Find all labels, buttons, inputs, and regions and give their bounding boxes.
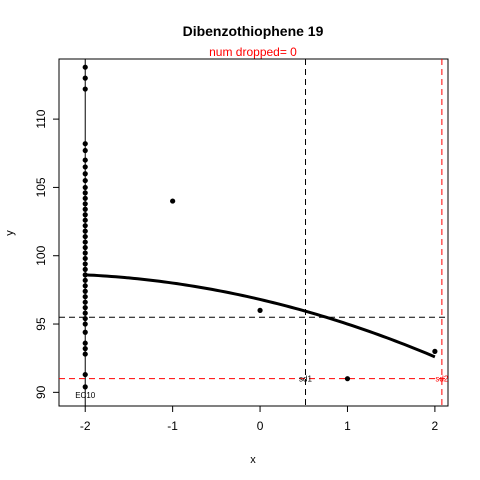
- y-tick-label: 105: [34, 177, 48, 197]
- y-tick-label: 90: [34, 385, 48, 399]
- data-point: [82, 171, 88, 177]
- chart-title: Dibenzothiophene 19: [183, 23, 324, 39]
- data-point: [82, 329, 88, 335]
- data-point: [82, 294, 88, 300]
- data-point: [82, 305, 88, 311]
- data-point: [82, 272, 88, 278]
- data-point: [82, 184, 88, 191]
- x-tick-label: 2: [432, 419, 439, 433]
- data-point: [82, 299, 88, 305]
- x-tick-label: -2: [80, 419, 91, 433]
- data-point: [82, 147, 88, 154]
- data-point: [82, 239, 88, 245]
- data-point: [82, 201, 88, 207]
- data-point: [82, 64, 88, 70]
- data-point: [82, 371, 88, 378]
- x-axis-label: x: [250, 454, 256, 466]
- data-point: [82, 217, 88, 223]
- data-point: [82, 288, 88, 294]
- data-point: [82, 195, 88, 201]
- data-point: [82, 86, 88, 92]
- y-tick-label: 95: [34, 317, 48, 331]
- y-tick-label: 100: [34, 245, 48, 265]
- x-tick-label: -1: [167, 419, 178, 433]
- ref-label-sd2: sd2: [435, 375, 448, 384]
- data-point: [82, 384, 88, 390]
- data-point: [170, 198, 176, 204]
- chart-subtitle: num dropped= 0: [209, 45, 297, 59]
- data-point: [82, 310, 88, 316]
- data-point: [82, 141, 88, 147]
- data-point: [82, 261, 88, 267]
- data-point: [82, 266, 88, 272]
- data-point: [82, 228, 88, 234]
- data-point: [82, 244, 88, 251]
- data-point: [82, 164, 88, 170]
- data-point: [82, 223, 88, 229]
- data-point: [82, 255, 88, 262]
- x-tick-label: 0: [257, 419, 264, 433]
- data-point: [344, 376, 351, 382]
- data-point: [82, 277, 88, 283]
- y-tick-label: 110: [34, 109, 48, 128]
- data-point: [82, 157, 88, 163]
- ref-label-sd1: sd1: [299, 375, 312, 384]
- x-tick-label: 1: [344, 419, 351, 433]
- data-point: [257, 307, 263, 313]
- data-point: [82, 177, 88, 184]
- data-point: [432, 348, 438, 354]
- data-point: [82, 321, 88, 327]
- plot-frame: [58, 58, 449, 407]
- data-point: [82, 250, 88, 256]
- y-axis-label: y: [4, 230, 16, 236]
- data-point: [82, 283, 88, 289]
- data-point: [82, 315, 88, 322]
- data-point: [82, 190, 88, 196]
- data-point: [82, 340, 88, 346]
- data-point: [82, 351, 88, 357]
- data-point: [82, 346, 88, 352]
- data-point: [82, 212, 88, 218]
- plot-area: EC10 sd1 sd2: [59, 59, 449, 406]
- ref-label-ec10: EC10: [75, 391, 96, 400]
- data-point: [82, 233, 88, 240]
- data-point: [82, 206, 88, 212]
- fit-curve: [85, 273, 436, 359]
- data-point: [82, 75, 88, 81]
